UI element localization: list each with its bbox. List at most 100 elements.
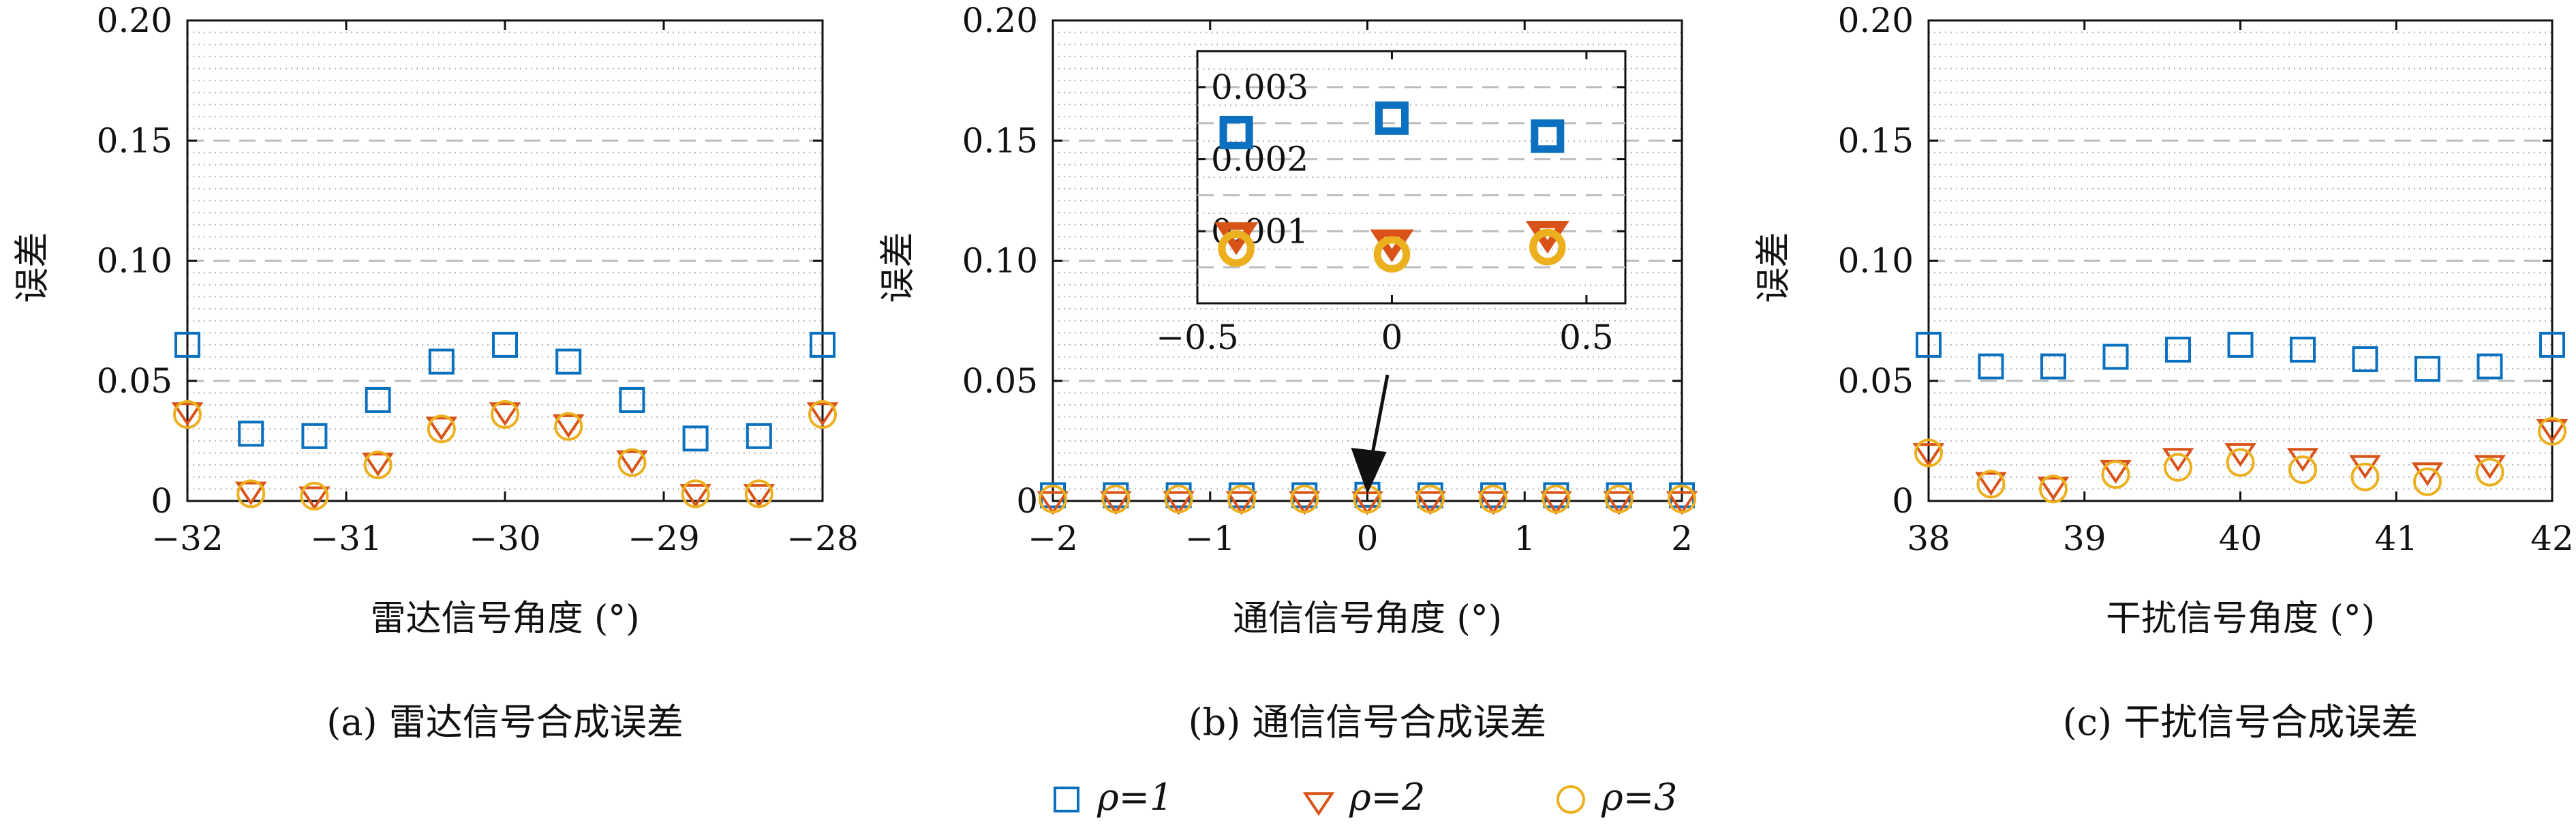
data-point — [236, 479, 266, 508]
zoom-arrow-head — [1351, 448, 1387, 494]
data-point — [1164, 485, 1193, 514]
data-point — [365, 386, 391, 413]
inset-data-point — [1373, 236, 1411, 273]
data-point — [1914, 438, 1944, 468]
data-point — [492, 331, 518, 358]
data-point — [808, 400, 838, 429]
data-point — [490, 400, 520, 429]
y-tick-label: 0.20 — [962, 1, 1038, 40]
x-tick-label: 0 — [1357, 519, 1379, 558]
legend-item-3: ρ=3 — [1556, 776, 1677, 819]
data-point — [1414, 491, 1447, 515]
data-point — [1290, 485, 1319, 514]
data-point — [1975, 472, 2007, 496]
data-point — [2290, 336, 2316, 363]
data-point — [2350, 462, 2380, 491]
data-point — [1038, 485, 1068, 514]
data-point — [2102, 344, 2129, 370]
data-point — [2162, 448, 2194, 472]
zoom-arrow-shaft — [1370, 374, 1390, 459]
data-point — [427, 414, 456, 444]
x-tick-label: 38 — [1907, 519, 1950, 558]
data-point — [746, 423, 772, 449]
data-point — [2163, 453, 2193, 482]
y-tick-label: 0.05 — [962, 361, 1038, 401]
y-tick-label: 0.15 — [97, 121, 172, 160]
inset-data-point — [1529, 228, 1566, 266]
data-point — [1603, 491, 1635, 515]
data-point — [1101, 485, 1131, 514]
data-point — [2037, 476, 2070, 501]
data-point — [1037, 491, 1069, 515]
series-1 — [174, 331, 835, 452]
data-point — [234, 481, 267, 506]
series-2 — [1912, 418, 2569, 501]
x-tick-label: 41 — [2374, 519, 2418, 558]
data-point — [2536, 418, 2569, 443]
data-point — [2475, 457, 2504, 487]
data-point — [1288, 491, 1321, 515]
data-point — [1477, 491, 1509, 515]
data-point — [2101, 460, 2130, 489]
data-point — [682, 425, 709, 452]
data-point — [2227, 331, 2254, 358]
grid — [187, 31, 823, 490]
x-tick-label: 40 — [2219, 519, 2263, 558]
data-point — [363, 451, 393, 480]
data-point — [2226, 448, 2255, 477]
panel-caption: (c) 干扰信号合成误差 — [2063, 701, 2419, 744]
data-point — [616, 450, 648, 474]
chart-panel-2: −2 −1 0 1 2 0 0.05 0.10 0.15 0.20 通信信号角度 (°) 误差 (b) … — [878, 1, 1698, 744]
legend-marker — [1054, 787, 1079, 812]
inset-data-point — [1219, 115, 1253, 149]
data-point — [489, 402, 521, 427]
y-tick-label: 0.20 — [1838, 1, 1914, 40]
series-2 — [1037, 491, 1698, 515]
y-tick-label: 0 — [1892, 481, 1914, 521]
data-point — [1978, 353, 2004, 380]
data-point — [679, 484, 711, 508]
data-point — [2411, 462, 2444, 487]
inset-x-tick-label: 0.5 — [1559, 318, 1614, 357]
x-tick-label: 2 — [1671, 519, 1693, 558]
x-tick-label: −1 — [1185, 519, 1236, 558]
data-point — [681, 479, 710, 508]
inset-data-point — [1375, 101, 1409, 135]
series-3 — [1038, 485, 1697, 514]
y-tick-label: 0 — [1016, 481, 1038, 521]
legend-label: ρ=2 — [1349, 776, 1425, 819]
inset-y-tick-label: 0.003 — [1211, 67, 1308, 107]
x-tick-label: 42 — [2530, 519, 2574, 558]
y-tick-label: 0.15 — [962, 121, 1038, 160]
data-point — [810, 331, 835, 358]
chart-panel-1: −32 −31 −30 −29 −28 0 0.05 0.10 0.15 0.20 雷达信号角度 (… — [12, 1, 859, 744]
data-point — [1916, 331, 1942, 358]
data-point — [2165, 336, 2191, 363]
inset-data-point — [1531, 119, 1565, 153]
inset-data-point — [1218, 230, 1255, 267]
series-3 — [172, 400, 838, 511]
chart-panels: −32 −31 −30 −29 −28 0 0.05 0.10 0.15 0.20 雷达信号角度 (… — [12, 1, 2574, 744]
grid — [1929, 31, 2552, 490]
data-point — [2412, 467, 2442, 496]
legend: ρ=1 ρ=2 ρ=3 — [1054, 776, 1677, 819]
y-axis-label: 误差 — [1753, 232, 1794, 303]
data-point — [555, 348, 582, 375]
data-point — [1667, 485, 1697, 514]
data-point — [2539, 331, 2565, 358]
x-axis-label: 干扰信号角度 (°) — [2106, 598, 2375, 639]
x-tick-label: −29 — [628, 519, 700, 558]
data-point — [174, 331, 200, 358]
data-point — [1227, 485, 1256, 514]
x-tick-label: −31 — [310, 519, 382, 558]
inset-series-1 — [1219, 101, 1565, 153]
data-point — [2474, 455, 2506, 479]
y-axis-label: 误差 — [12, 232, 53, 303]
data-point — [2040, 353, 2066, 380]
data-point — [1163, 491, 1195, 515]
data-point — [1666, 491, 1698, 515]
y-tick-label: 0.20 — [97, 1, 172, 40]
x-tick-label: 1 — [1514, 519, 1535, 558]
